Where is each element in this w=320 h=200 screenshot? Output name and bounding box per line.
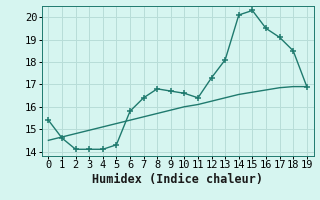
X-axis label: Humidex (Indice chaleur): Humidex (Indice chaleur) xyxy=(92,173,263,186)
